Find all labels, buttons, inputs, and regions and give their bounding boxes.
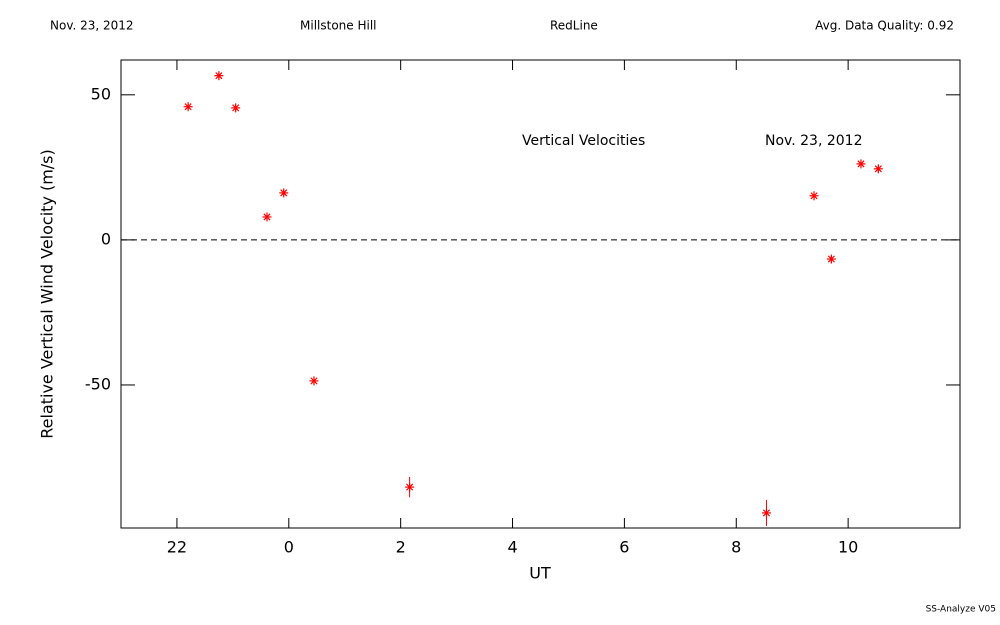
point-stroke [827, 255, 835, 263]
plot-frame [120, 59, 961, 529]
point [279, 188, 289, 198]
x-tick-label: 4 [507, 538, 517, 557]
y-tick-label: -50 [85, 374, 111, 393]
x-tick-label: 6 [619, 538, 629, 557]
x-tick-label: 10 [838, 538, 858, 557]
x-tick-label: 8 [731, 538, 741, 557]
point [231, 103, 241, 113]
y-tick-label: 0 [101, 229, 111, 248]
point-stroke [874, 165, 882, 173]
point [873, 164, 883, 174]
header-site: Millstone Hill [300, 19, 376, 33]
point-stroke [184, 103, 192, 111]
header-date: Nov. 23, 2012 [50, 19, 134, 33]
point [262, 212, 272, 222]
y-axis-label: Relative Vertical Wind Velocity (m/s) [38, 149, 57, 439]
point-stroke [810, 192, 818, 200]
x-tick-label: 0 [284, 538, 294, 557]
point [809, 191, 819, 201]
annotation: Vertical Velocities [522, 133, 645, 149]
point-stroke [310, 377, 318, 385]
point [214, 71, 224, 81]
point [405, 482, 415, 492]
point-stroke [263, 213, 271, 221]
point-stroke [406, 483, 414, 491]
x-tick-label: 2 [396, 538, 406, 557]
annotation: Nov. 23, 2012 [765, 133, 862, 149]
header-quality: Avg. Data Quality: 0.92 [815, 19, 954, 33]
x-axis-label: UT [529, 564, 551, 583]
point-stroke [215, 72, 223, 80]
point [309, 376, 319, 386]
point-stroke [857, 160, 865, 168]
x-tick-label: 22 [167, 538, 187, 557]
point-stroke [232, 104, 240, 112]
footer: SS-Analyze V05 [926, 605, 996, 615]
point [856, 159, 866, 169]
point [826, 254, 836, 264]
point-stroke [280, 189, 288, 197]
y-tick-label: 50 [91, 84, 111, 103]
point [183, 102, 193, 112]
point-stroke [762, 509, 771, 517]
header-line: RedLine [550, 19, 598, 33]
point [761, 508, 771, 518]
